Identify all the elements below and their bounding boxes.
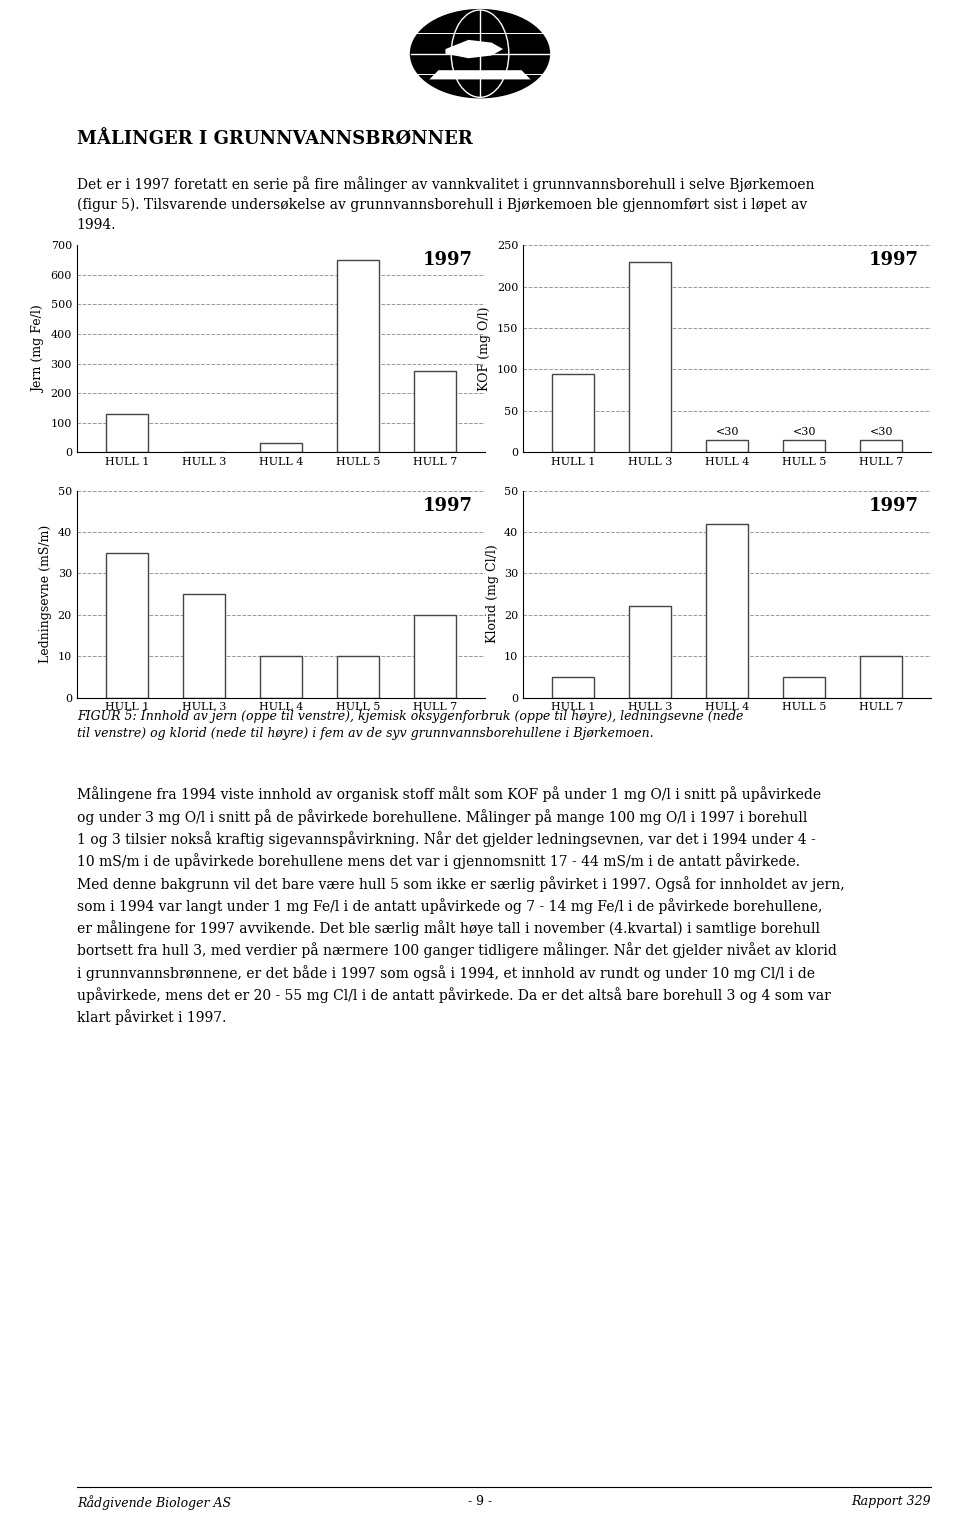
Bar bbox=[706, 524, 749, 698]
Text: 1997: 1997 bbox=[869, 497, 919, 515]
Bar bbox=[337, 261, 379, 452]
Bar bbox=[106, 414, 148, 452]
Bar bbox=[106, 553, 148, 698]
Y-axis label: Ledningsevne (mS/m): Ledningsevne (mS/m) bbox=[39, 524, 52, 664]
Bar bbox=[860, 656, 902, 698]
Polygon shape bbox=[445, 40, 503, 58]
Bar bbox=[259, 443, 302, 452]
Bar bbox=[783, 440, 826, 452]
Text: - 9 -: - 9 - bbox=[468, 1495, 492, 1507]
Y-axis label: Jern (mg Fe/l): Jern (mg Fe/l) bbox=[32, 305, 45, 392]
Text: Rådgivende Biologer AS: Rådgivende Biologer AS bbox=[77, 1495, 231, 1510]
Bar bbox=[414, 615, 456, 698]
Bar bbox=[552, 374, 594, 452]
Text: 1997: 1997 bbox=[869, 251, 919, 270]
Bar bbox=[783, 678, 826, 698]
Text: Målingene fra 1994 viste innhold av organisk stoff målt som KOF på under 1 mg O/: Målingene fra 1994 viste innhold av orga… bbox=[77, 786, 845, 1026]
Text: 1997: 1997 bbox=[422, 251, 472, 270]
Bar bbox=[182, 595, 225, 698]
Bar bbox=[706, 440, 749, 452]
Bar bbox=[629, 607, 671, 698]
Text: Rapport 329: Rapport 329 bbox=[852, 1495, 931, 1507]
Ellipse shape bbox=[411, 9, 549, 98]
Text: <30: <30 bbox=[870, 426, 893, 437]
Text: Det er i 1997 foretatt en serie på fire målinger av vannkvalitet i grunnvannsbor: Det er i 1997 foretatt en serie på fire … bbox=[77, 176, 814, 231]
Y-axis label: Klorid (mg Cl/l): Klorid (mg Cl/l) bbox=[486, 544, 498, 644]
Bar bbox=[552, 678, 594, 698]
Y-axis label: KOF (mg O/l): KOF (mg O/l) bbox=[478, 307, 492, 391]
Text: FIGUR 5: Innhold av jern (oppe til venstre), kjemisk oksygenforbruk (oppe til hø: FIGUR 5: Innhold av jern (oppe til venst… bbox=[77, 710, 743, 740]
Text: <30: <30 bbox=[715, 426, 739, 437]
Polygon shape bbox=[429, 71, 531, 80]
Bar bbox=[629, 262, 671, 452]
Bar bbox=[337, 656, 379, 698]
Text: <30: <30 bbox=[792, 426, 816, 437]
Bar bbox=[860, 440, 902, 452]
Bar bbox=[259, 656, 302, 698]
Bar bbox=[414, 371, 456, 452]
Text: MÅLINGER I GRUNNVANNSBRØNNER: MÅLINGER I GRUNNVANNSBRØNNER bbox=[77, 130, 472, 149]
Text: 1997: 1997 bbox=[422, 497, 472, 515]
